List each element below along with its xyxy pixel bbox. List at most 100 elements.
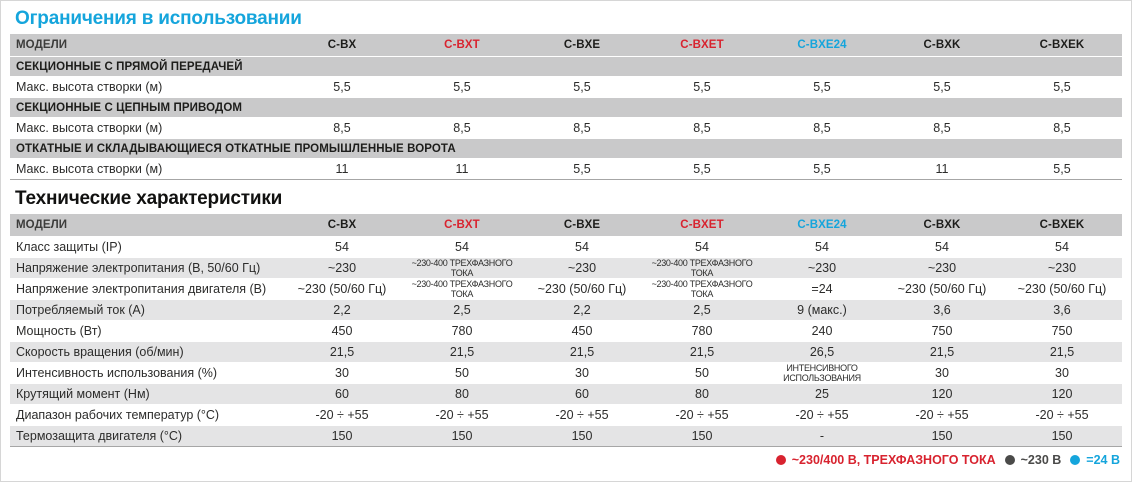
value-cell: 2,5 [402,299,522,322]
limits-table: МОДЕЛИ C-BX C-BXT C-BXE C-BXET C-BXE24 C-BXK C-… [10,34,1122,180]
value-cell: 21,5 [402,341,522,364]
value-cell: ~230 (50/60 Гц) [1002,278,1122,301]
limits-table-body: СЕКЦИОННЫЕ С ПРЯМОЙ ПЕРЕДАЧЕЙ Макс. высот… [10,56,1122,180]
value-cell: 5,5 [1002,158,1122,180]
legend-dot-icon [775,455,786,466]
legend-dot-icon [1004,455,1015,466]
value-cell: ~230-400 ТРЕХФАЗНОГО ТОКА [642,278,762,301]
model-name: C-BXEK [1002,34,1122,57]
value-cell: 50 [642,362,762,385]
value-cell: 5,5 [522,76,642,98]
model-name: C-BXT [402,34,522,57]
value-cell: 8,5 [522,117,642,139]
models-header-row: МОДЕЛИ C-BX C-BXT C-BXE C-BXET C-BXE24 C-BXK C-… [10,214,1122,237]
value-cell: 30 [882,362,1002,385]
legend-label: ~230 В [1020,453,1062,468]
value-cell: 2,5 [642,299,762,322]
value-cell: -20 ÷ +55 [282,404,402,427]
value-cell: 21,5 [522,341,642,364]
value-cell: 450 [282,320,402,343]
model-name: C-BXE [522,214,642,237]
value-cell: 80 [402,383,522,406]
model-name: C-BXET [642,214,762,237]
table-row: Скорость вращения (об/мин) 21,5 21,5 21,5 21… [10,341,1122,364]
value-cell: ~230 [882,257,1002,280]
model-name: C-BXE [522,34,642,57]
models-header-label: МОДЕЛИ [10,34,282,57]
section-label: СЕКЦИОННЫЕ С ЦЕПНЫМ ПРИВОДОМ [10,97,1122,118]
specs-table-body: Класс защиты (IP) 54 54 54 54 54 54 54 Напряжени… [10,236,1122,448]
row-label: Макс. высота створки (м) [10,158,282,180]
table-row: Потребляемый ток (А) 2,2 2,5 2,2 2,5 9 (макс.… [10,299,1122,322]
value-cell: 5,5 [282,76,402,98]
value-cell: 54 [1002,236,1122,258]
value-cell: 2,2 [282,299,402,322]
value-cell: -20 ÷ +55 [1002,404,1122,427]
value-cell: 54 [522,236,642,258]
specs-table-head: МОДЕЛИ C-BX C-BXT C-BXE C-BXET C-BXE24 C-BXK C-… [10,214,1122,237]
value-cell: 2,2 [522,299,642,322]
value-cell: -20 ÷ +55 [642,404,762,427]
table-row: Термозащита двигателя (°C) 150 150 150 150-1… [10,425,1122,448]
table-row: Мощность (Вт) 450 780 450 780 240 750 750 [10,320,1122,343]
value-cell: 150 [882,425,1002,448]
row-label: Макс. высота створки (м) [10,117,282,139]
value-cell: 150 [282,425,402,448]
limits-table-head: МОДЕЛИ C-BX C-BXT C-BXE C-BXET C-BXE24 C-BXK C-… [10,34,1122,57]
legend-item: ~230 В [1004,453,1062,468]
value-cell: 25 [762,383,882,406]
table-row: Интенсивность использования (%) 30 50 30 50 И… [10,362,1122,385]
value-cell: ~230 [1002,257,1122,280]
spec-sheet: Ограничения в использовании МОДЕЛИ C-BX C-… [10,8,1122,467]
value-cell: ~230 (50/60 Гц) [522,278,642,301]
row-label: Класс защиты (IP) [10,236,282,258]
value-cell: 150 [642,425,762,448]
value-cell: 60 [522,383,642,406]
value-cell: 8,5 [1002,117,1122,139]
value-cell: 30 [522,362,642,385]
value-cell: 30 [282,362,402,385]
value-cell: 5,5 [762,158,882,180]
table-row: Напряжение электропитания (В, 50/60 Гц) ~… [10,257,1122,280]
value-cell: ~230 (50/60 Гц) [882,278,1002,301]
value-cell: 780 [402,320,522,343]
row-label: Напряжение электропитания двигателя (В) [10,278,282,301]
legend-item: =24 В [1070,453,1120,467]
table-row: Макс. высота створки (м) 5,5 5,5 5,5 5,5 5,5 5… [10,76,1122,98]
value-cell: ~230-400 ТРЕХФАЗНОГО ТОКА [642,257,762,280]
value-cell: ~230 [522,257,642,280]
model-name: C-BX [282,214,402,237]
voltage-legend: ~230/400 В, ТРЕХФАЗНОГО ТОКА ~230 В =24 В [10,453,1122,467]
value-cell: 8,5 [642,117,762,139]
value-cell: 60 [282,383,402,406]
model-name: C-BXEK [1002,214,1122,237]
value-cell: 8,5 [882,117,1002,139]
value-cell: 9 (макс.) [762,299,882,322]
row-label: Напряжение электропитания (В, 50/60 Гц) [10,257,282,280]
legend-item: ~230/400 В, ТРЕХФАЗНОГО ТОКА [775,453,996,467]
specs-table: МОДЕЛИ C-BX C-BXT C-BXE C-BXET C-BXE24 C-BXK C-… [10,214,1122,448]
section-label: СЕКЦИОННЫЕ С ПРЯМОЙ ПЕРЕДАЧЕЙ [10,56,1122,77]
value-cell: 120 [882,383,1002,406]
value-cell: 30 [1002,362,1122,385]
value-cell: 21,5 [282,341,402,364]
row-label: Интенсивность использования (%) [10,362,282,385]
value-cell: 5,5 [402,76,522,98]
table-row: Напряжение электропитания двигателя (В) ~… [10,278,1122,301]
value-cell: 150 [522,425,642,448]
limits-title: Ограничения в использовании [15,8,302,29]
value-cell: 21,5 [642,341,762,364]
row-label: Скорость вращения (об/мин) [10,341,282,364]
value-cell: -20 ÷ +55 [882,404,1002,427]
value-cell: 5,5 [642,76,762,98]
value-cell: ~230 [282,257,402,280]
table-row: Класс защиты (IP) 54 54 54 54 54 54 54 [10,236,1122,258]
value-cell: 240 [762,320,882,343]
value-cell: 8,5 [762,117,882,139]
value-cell: 5,5 [762,76,882,98]
table-row: Крутящий момент (Нм) 60 80 60 80 25 120 120 [10,383,1122,406]
value-cell: 750 [882,320,1002,343]
value-cell: 780 [642,320,762,343]
value-cell: 54 [762,236,882,258]
value-cell: ~230-400 ТРЕХФАЗНОГО ТОКА [402,278,522,301]
